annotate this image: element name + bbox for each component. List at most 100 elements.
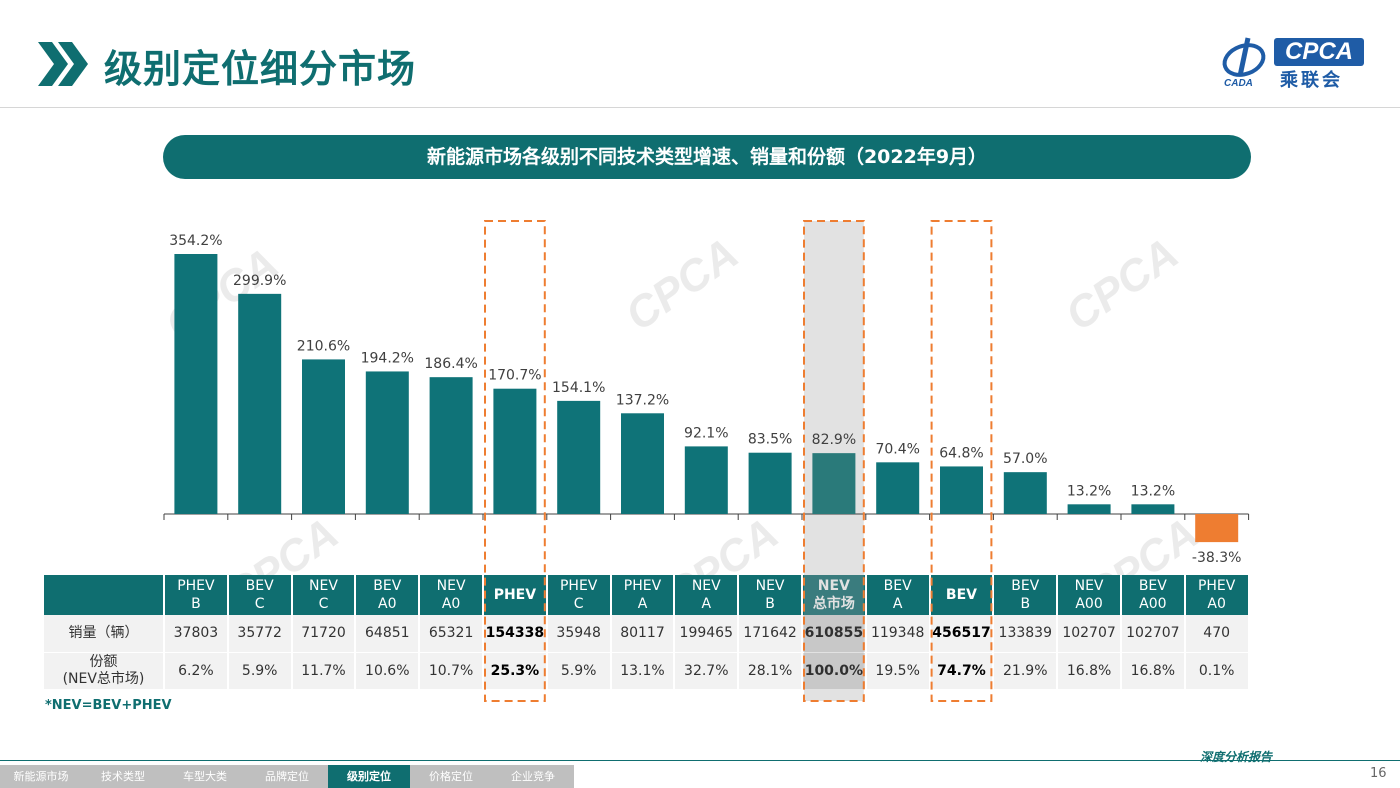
share-cell: 100.0% [801,652,867,690]
header-line: BEV [245,578,274,594]
header-line: PHEV [493,587,537,603]
bar [1131,504,1175,514]
data-label: 83.5% [748,432,792,448]
header-line: NEV [1074,578,1104,594]
header-line: BEV [1011,578,1040,594]
header-line: NEV [755,578,785,594]
footer-nav: 新能源市场 技术类型 车型大类 品牌定位 级别定位 价格定位 企业竞争 [0,765,574,788]
header-divider [0,107,1400,108]
table-header-cell: BEV C [227,575,293,615]
share-cell: 19.5% [865,652,931,690]
sales-cell: 456517 [929,615,995,653]
header-line: NEV [691,578,721,594]
table-header-cell: PHEV [482,575,548,615]
sales-cell: 35948 [546,615,612,653]
sales-cell: 470 [1184,615,1250,653]
header-line: C [254,596,265,612]
table-header-cell: PHEV A [610,575,676,615]
page-number: 16 [1370,766,1387,781]
sales-cell: 102707 [1120,615,1186,653]
bar [748,452,792,514]
header-line: A0 [441,596,461,612]
bar [684,446,728,514]
sales-cell: 199465 [674,615,740,653]
share-cell: 32.7% [674,652,740,690]
data-label: 57.0% [1003,451,1047,467]
header-line: NEV [436,578,466,594]
page-title: 级别定位细分市场 [104,47,417,91]
header-line: A0 [1207,596,1226,612]
sales-cell: 35772 [227,615,293,653]
header-line: BEV [373,578,402,594]
footnote: *NEV=BEV+PHEV [45,698,172,713]
data-label: 210.6% [297,338,350,354]
share-cell: 21.9% [993,652,1059,690]
data-label: 64.8% [939,445,983,461]
data-label: 194.2% [361,350,414,366]
sales-label: 销量（辆） [44,615,165,653]
header-line: 总市场 [812,596,855,612]
data-label: 13.2% [1067,483,1111,499]
nav-item[interactable]: 品牌定位 [265,770,309,783]
cpca-logo: CADA CPCA 乘联会 [1218,36,1368,92]
nav-item[interactable]: 技术类型 [101,770,145,783]
bar [493,388,537,514]
report-label: 深度分析报告 [1200,750,1273,764]
share-cell: 5.9% [546,652,612,690]
header-line: C [573,596,584,612]
bar [238,293,282,514]
highlight-box [930,220,993,702]
bar [429,377,473,514]
data-label: 82.9% [812,432,856,448]
share-label: 份额 (NEV总市场) [44,652,165,690]
bar [940,466,983,514]
header-line: B [1020,596,1031,612]
table-header-cell: PHEV B [164,575,229,615]
header-line: NEV [817,578,850,594]
table-header-cell: NEV B [738,575,803,615]
table-corner-cell [44,575,165,615]
table-header-cell: BEV B [993,575,1059,615]
footer-line [0,760,1400,761]
share-cell: 16.8% [1120,652,1186,690]
header-line: A [701,596,712,612]
bar [302,359,345,514]
sales-cell: 133839 [993,615,1059,653]
share-cell: 25.3% [482,652,548,690]
sales-cell: 102707 [1057,615,1122,653]
share-cell: 0.1% [1184,652,1250,690]
nav-item[interactable]: 企业竞争 [511,770,555,783]
bar [1067,504,1111,514]
table-header-cell: NEV A [674,575,740,615]
sales-cell: 37803 [164,615,229,653]
nav-item[interactable]: 级别定位 [328,765,410,788]
table-row-sales: 销量（辆） 37803 35772 71720 64851 65321 154338 359… [44,615,1250,653]
header-line: A [637,596,648,612]
sales-cell: 171642 [738,615,803,653]
share-cell: 28.1% [738,652,803,690]
data-label: 70.4% [875,441,919,457]
header-line: BEV [883,578,912,594]
sales-cell: 610855 [801,615,867,653]
nav-item[interactable]: 价格定位 [429,770,473,783]
table-header-cell: NEV 总市场 [801,575,867,615]
nav-item[interactable]: 车型大类 [183,770,227,783]
table-header-cell: BEV [929,575,995,615]
bar [557,400,601,514]
nav-item[interactable]: 新能源市场 [13,770,69,783]
highlight-box [803,220,865,702]
header-line: A [892,596,903,612]
table-header-cell: NEV A00 [1057,575,1122,615]
header-line: BEV [1138,578,1167,594]
data-label: 92.1% [684,425,728,441]
header-line: A0 [378,596,397,612]
table-header-cell: PHEV A0 [1184,575,1250,615]
header: 级别定位细分市场 CADA CPCA 乘联会 [0,0,1400,110]
sales-cell: 71720 [291,615,357,653]
share-label-line2: (NEV总市场) [62,670,145,687]
bar [365,371,409,514]
sales-cell: 154338 [482,615,548,653]
bar [1195,514,1239,543]
header-line: B [191,596,201,612]
data-label: 170.7% [488,368,541,384]
